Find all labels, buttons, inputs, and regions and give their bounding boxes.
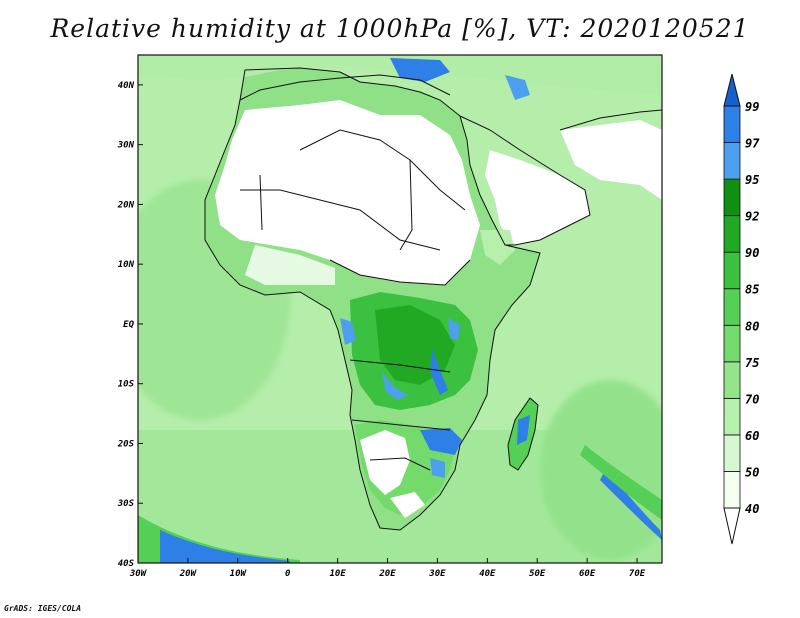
plot-frame [137, 54, 663, 564]
coastlines [204, 67, 662, 531]
credit-text: GrADS: IGES/COLA [4, 604, 82, 613]
colorbar-box [723, 251, 741, 290]
colorbar-box [723, 142, 741, 180]
colorbar-label: 70 [745, 392, 759, 406]
colorbar-box [723, 471, 741, 509]
colorbar-label: 80 [745, 319, 759, 333]
map-title: Relative humidity at 1000hPa [%], VT: 20… [50, 14, 750, 43]
colorbar: 40 50 60 70 75 80 85 90 92 95 97 99 [723, 73, 760, 545]
lat-tick-label: 20S [117, 439, 135, 449]
lon-tick-label: 60E [579, 569, 596, 579]
lat-tick-label: 10N [118, 260, 135, 270]
lat-tick-label: 30N [117, 141, 135, 151]
colorbar-box [723, 288, 741, 326]
lat-tick-label: 10S [118, 380, 135, 390]
colorbar-box [723, 324, 741, 363]
colorbar-box [723, 215, 741, 253]
lat-tick-label: 20N [117, 200, 135, 210]
lon-tick-label: 20E [378, 569, 396, 579]
lon-tick-label: 40E [479, 569, 496, 579]
colorbar-label: 85 [745, 283, 759, 297]
colorbar-box [723, 105, 741, 143]
colorbar-label: 99 [745, 100, 759, 114]
longitude-axis: 30W 20W 10W 0 10E 20E 30E 40E 50E 60E 70E [129, 558, 646, 579]
colorbar-label: 40 [745, 502, 759, 516]
lon-tick-label: 30W [129, 569, 148, 579]
lon-tick-label: 30E [428, 569, 446, 579]
lat-tick-label: EQ [123, 320, 134, 330]
colorbar-box [723, 397, 741, 436]
colorbar-label: 90 [745, 246, 759, 260]
lon-tick-label: 0 [285, 569, 291, 579]
humidity-field [138, 55, 662, 563]
colorbar-label: 97 [745, 137, 760, 151]
lat-tick-label: 30S [117, 499, 135, 509]
colorbar-box [723, 178, 741, 217]
colorbar-box [723, 361, 741, 399]
colorbar-box [723, 434, 741, 472]
latitude-axis: 40N 30N 20N 10N EQ 10S 20S 30S 40S [117, 81, 143, 569]
lon-tick-label: 50E [529, 569, 546, 579]
colorbar-label: 92 [745, 210, 759, 224]
colorbar-label: 95 [745, 173, 759, 187]
colorbar-label: 50 [745, 465, 759, 479]
lon-tick-label: 70E [629, 569, 646, 579]
lat-tick-label: 40S [118, 559, 135, 569]
lon-tick-label: 20W [179, 569, 198, 579]
colorbar-min-arrow [723, 507, 741, 545]
lat-tick-label: 40N [118, 81, 135, 91]
colorbar-label: 75 [745, 356, 759, 370]
colorbar-label: 60 [745, 429, 759, 443]
colorbar-max-arrow [723, 73, 741, 107]
humidity-map: 30W 20W 10W 0 10E 20E 30E 40E 50E 60E 70E 40N 30N 20… [117, 54, 760, 579]
lon-tick-label: 10W [230, 569, 248, 579]
lon-tick-label: 10E [329, 569, 346, 579]
